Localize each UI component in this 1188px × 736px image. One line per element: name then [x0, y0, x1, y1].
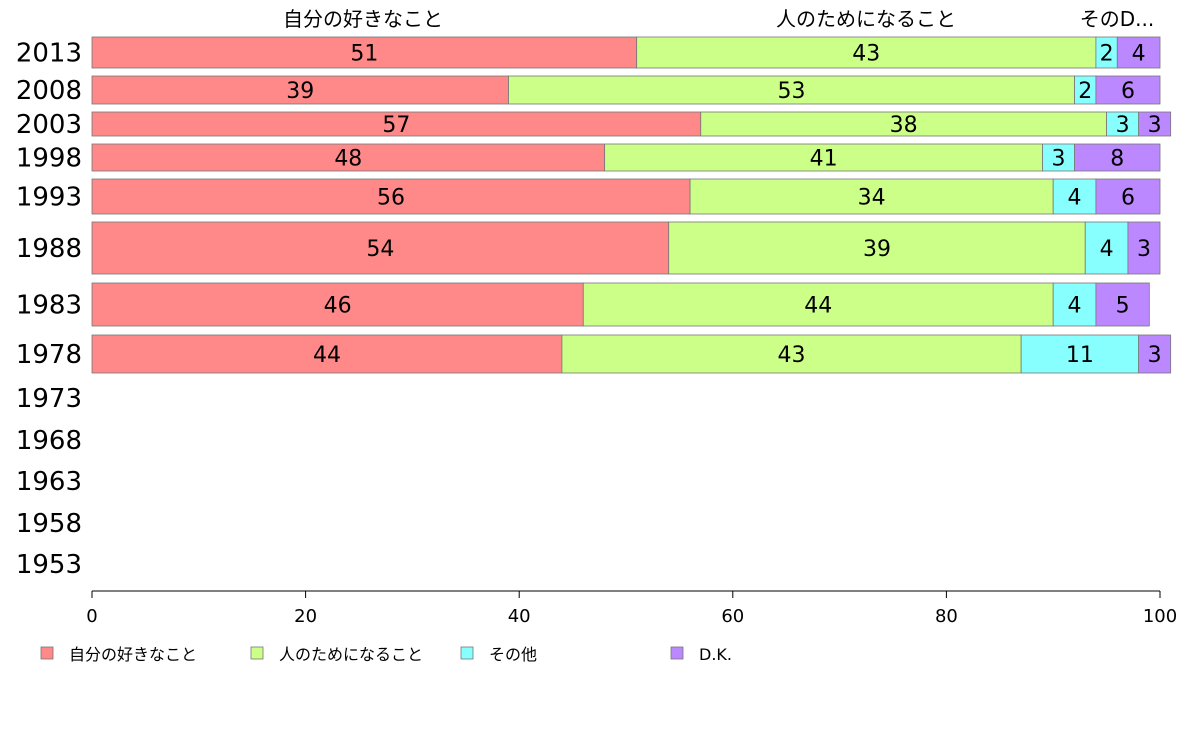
bar-value-1978-0: 44	[313, 343, 341, 368]
bar-value-1978-3: 3	[1148, 343, 1162, 368]
bar-value-1988-3: 3	[1137, 237, 1151, 262]
bar-value-2013-3: 4	[1132, 42, 1146, 67]
bar-value-2008-1: 53	[778, 79, 806, 104]
bar-segment-2008-3	[1095, 75, 1161, 105]
header-label-0: 自分の好きなこと	[283, 7, 443, 31]
bar-value-1988-1: 39	[863, 237, 891, 262]
bar-segment-1978-2	[1020, 334, 1140, 374]
year-label-1993: 1993	[16, 183, 82, 213]
year-label-1958: 1958	[16, 509, 82, 539]
bar-value-1993-0: 56	[377, 186, 405, 211]
legend-label-2: その他	[489, 645, 537, 664]
bar-segment-2008-1	[508, 75, 1075, 105]
bar-value-1998-0: 48	[334, 147, 362, 172]
year-label-1988: 1988	[16, 234, 82, 264]
bar-value-1993-3: 6	[1121, 186, 1135, 211]
bar-segment-1983-1	[582, 282, 1054, 327]
year-label-2013: 2013	[16, 39, 82, 69]
bar-segment-2008-0	[91, 75, 509, 105]
x-tick-label-100: 100	[1143, 606, 1177, 627]
year-label-2008: 2008	[16, 76, 82, 106]
legend-swatch-2	[460, 646, 474, 660]
year-label-1963: 1963	[16, 467, 82, 497]
year-label-1998: 1998	[16, 144, 82, 174]
bar-value-2003-1: 38	[890, 113, 918, 138]
legend-swatch-0	[40, 646, 54, 660]
bar-segment-1988-1	[668, 221, 1086, 275]
bar-value-2013-1: 43	[852, 42, 880, 67]
bar-value-2013-0: 51	[350, 42, 378, 67]
bar-segment-2003-3	[1138, 111, 1172, 137]
x-tick-label-60: 60	[721, 606, 744, 627]
bar-segment-2013-0	[91, 36, 638, 69]
bar-segment-1988-3	[1127, 221, 1161, 275]
x-tick-label-20: 20	[294, 606, 317, 627]
bar-segment-2003-1	[700, 111, 1108, 137]
bar-value-1978-1: 43	[778, 343, 806, 368]
bar-segment-2003-2	[1106, 111, 1140, 137]
bar-segment-1998-2	[1042, 143, 1075, 172]
bar-value-2008-0: 39	[286, 79, 314, 104]
bar-segment-1998-0	[91, 143, 606, 172]
bar-value-1988-2: 4	[1100, 237, 1114, 262]
bar-segment-2013-1	[636, 36, 1097, 69]
bars: 51 43 2 439 53 2 657 38 3 348 41 3 856 34 4 654 39 4 346 44…	[91, 36, 1172, 374]
bar-value-1998-3: 8	[1110, 147, 1124, 172]
legend-label-1: 人のためになること	[279, 645, 423, 664]
bar-value-1983-1: 44	[804, 294, 832, 319]
series-header-labels: 自分の好きなこと 人のためになること そのD...	[283, 7, 1154, 31]
legend-label-0: 自分の好きなこと	[69, 645, 197, 664]
bar-value-2013-2: 2	[1100, 42, 1114, 67]
year-label-1968: 1968	[16, 426, 82, 456]
bar-segment-2003-0	[91, 111, 702, 137]
x-tick-label-40: 40	[508, 606, 531, 627]
year-label-1973: 1973	[16, 384, 82, 414]
legend: 自分の好きなこと 人のためになること その他 D.K.	[40, 645, 732, 664]
year-label-2003: 2003	[16, 110, 82, 140]
bar-segment-2013-3	[1116, 36, 1161, 69]
bar-value-1993-2: 4	[1068, 186, 1082, 211]
x-axis: 0 20 40 60 80 100	[86, 590, 1177, 627]
x-tick-label-80: 80	[935, 606, 958, 627]
legend-swatch-3	[670, 646, 684, 660]
bar-value-2008-3: 6	[1121, 79, 1135, 104]
legend-label-3: D.K.	[699, 645, 732, 664]
year-label-1983: 1983	[16, 291, 82, 321]
bar-segment-1978-0	[91, 334, 563, 374]
bar-segment-1988-2	[1084, 221, 1129, 275]
year-labels: 2013 2008 2003 1998 1993 1988 1983 1978 1973 1968…	[16, 39, 82, 581]
bar-value-1988-0: 54	[366, 237, 394, 262]
bar-segment-1998-1	[604, 143, 1043, 172]
x-tick-label-0: 0	[86, 606, 97, 627]
header-label-1: 人のためになること	[776, 7, 956, 31]
bar-value-1983-3: 5	[1116, 294, 1130, 319]
bar-value-1978-2: 11	[1066, 343, 1094, 368]
bar-segment-1983-0	[91, 282, 584, 327]
bar-value-1983-2: 4	[1068, 294, 1082, 319]
header-label-2: そのD...	[1080, 7, 1154, 31]
bar-value-1983-0: 46	[324, 294, 352, 319]
legend-swatch-1	[250, 646, 264, 660]
bar-segment-1978-3	[1138, 334, 1172, 374]
year-label-1953: 1953	[16, 550, 82, 580]
bar-value-2003-0: 57	[382, 113, 410, 138]
bar-value-2008-2: 2	[1078, 79, 1092, 104]
bar-value-1998-1: 41	[810, 147, 838, 172]
bar-segment-1993-3	[1095, 178, 1161, 215]
bar-segment-1998-3	[1074, 143, 1161, 172]
bar-value-1993-1: 34	[858, 186, 886, 211]
bar-value-2003-3: 3	[1148, 113, 1162, 138]
bar-value-1998-2: 3	[1052, 147, 1066, 172]
year-label-1978: 1978	[16, 340, 82, 370]
bar-segment-1983-3	[1095, 282, 1150, 327]
bar-segment-1978-1	[561, 334, 1022, 374]
bar-value-2003-2: 3	[1116, 113, 1130, 138]
bar-segment-1993-2	[1052, 178, 1097, 215]
